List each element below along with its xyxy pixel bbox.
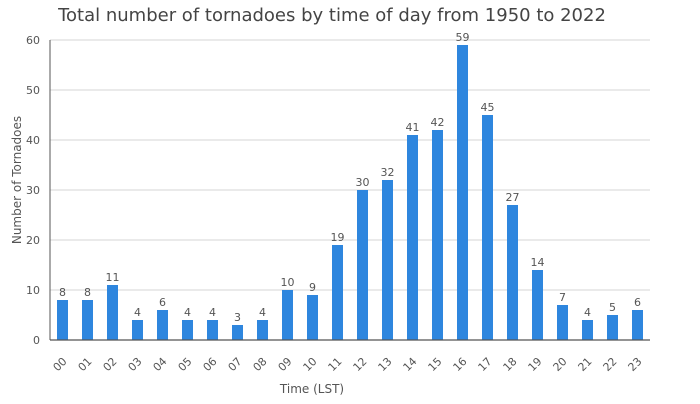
bar-22 (607, 315, 618, 340)
x-tick-label: 02 (101, 355, 120, 374)
x-tick-label: 20 (551, 355, 570, 374)
data-label: 4 (209, 306, 216, 319)
x-tick-label: 17 (476, 355, 495, 374)
x-tick-label: 03 (126, 355, 145, 374)
y-axis-ticks: 0 10 20 30 40 50 60 (26, 34, 40, 347)
bar-12 (357, 190, 368, 340)
bar-05 (182, 320, 193, 340)
bar-17 (482, 115, 493, 340)
data-label: 6 (159, 296, 166, 309)
bar-13 (382, 180, 393, 340)
bar-20 (557, 305, 568, 340)
bar-10 (307, 295, 318, 340)
bar-04 (157, 310, 168, 340)
bar-06 (207, 320, 218, 340)
x-tick-label: 13 (376, 355, 395, 374)
data-label: 5 (609, 301, 616, 314)
data-label: 42 (431, 116, 445, 129)
x-tick-label: 22 (601, 355, 620, 374)
x-tick-label: 06 (201, 355, 220, 374)
bar-03 (132, 320, 143, 340)
data-label: 10 (281, 276, 295, 289)
y-tick-label: 10 (26, 284, 40, 297)
x-tick-label: 19 (526, 355, 545, 374)
x-tick-label: 16 (451, 355, 470, 374)
bar-02 (107, 285, 118, 340)
bar-11 (332, 245, 343, 340)
y-tick-label: 20 (26, 234, 40, 247)
x-tick-label: 05 (176, 355, 195, 374)
x-tick-label: 07 (226, 355, 245, 374)
data-label: 9 (309, 281, 316, 294)
bar-18 (507, 205, 518, 340)
data-label: 45 (481, 101, 495, 114)
bar-23 (632, 310, 643, 340)
x-tick-label: 12 (351, 355, 370, 374)
data-label: 6 (634, 296, 641, 309)
x-tick-label: 11 (326, 355, 345, 374)
data-label: 30 (356, 176, 370, 189)
bar-19 (532, 270, 543, 340)
y-tick-label: 40 (26, 134, 40, 147)
y-tick-label: 30 (26, 184, 40, 197)
data-label: 32 (381, 166, 395, 179)
bar-09 (282, 290, 293, 340)
data-label: 3 (234, 311, 241, 324)
data-label: 41 (406, 121, 420, 134)
bar-15 (432, 130, 443, 340)
data-label: 19 (331, 231, 345, 244)
data-label: 14 (531, 256, 545, 269)
bar-00 (57, 300, 68, 340)
data-label: 11 (106, 271, 120, 284)
data-label: 8 (84, 286, 91, 299)
bar-16 (457, 45, 468, 340)
y-tick-label: 50 (26, 84, 40, 97)
x-tick-label: 10 (301, 355, 320, 374)
bar-14 (407, 135, 418, 340)
bar-07 (232, 325, 243, 340)
x-tick-label: 04 (151, 355, 170, 374)
y-axis-label: Number of Tornadoes (10, 116, 24, 244)
bar-21 (582, 320, 593, 340)
data-label: 4 (184, 306, 191, 319)
x-tick-label: 01 (76, 355, 95, 374)
data-label: 4 (134, 306, 141, 319)
x-tick-label: 21 (576, 355, 595, 374)
data-label: 27 (506, 191, 520, 204)
data-label: 7 (559, 291, 566, 304)
bars (57, 45, 643, 340)
x-tick-label: 08 (251, 355, 270, 374)
y-tick-label: 60 (26, 34, 40, 47)
data-label: 4 (584, 306, 591, 319)
x-tick-label: 23 (626, 355, 645, 374)
x-axis-label: Time (LST) (279, 382, 344, 396)
data-label: 8 (59, 286, 66, 299)
x-tick-label: 14 (401, 355, 420, 374)
x-tick-label: 00 (51, 355, 70, 374)
data-label: 59 (456, 31, 470, 44)
gridlines (50, 39, 650, 291)
bar-01 (82, 300, 93, 340)
bar-08 (257, 320, 268, 340)
x-tick-label: 09 (276, 355, 295, 374)
chart-title: Total number of tornadoes by time of day… (57, 5, 606, 26)
x-tick-label: 15 (426, 355, 445, 374)
data-label: 4 (259, 306, 266, 319)
x-tick-label: 18 (501, 355, 520, 374)
x-axis-ticks: 00 01 02 03 04 05 06 07 08 09 10 11 12 13 14 15 16 17 18 19… (51, 355, 645, 374)
y-tick-label: 0 (33, 334, 40, 347)
